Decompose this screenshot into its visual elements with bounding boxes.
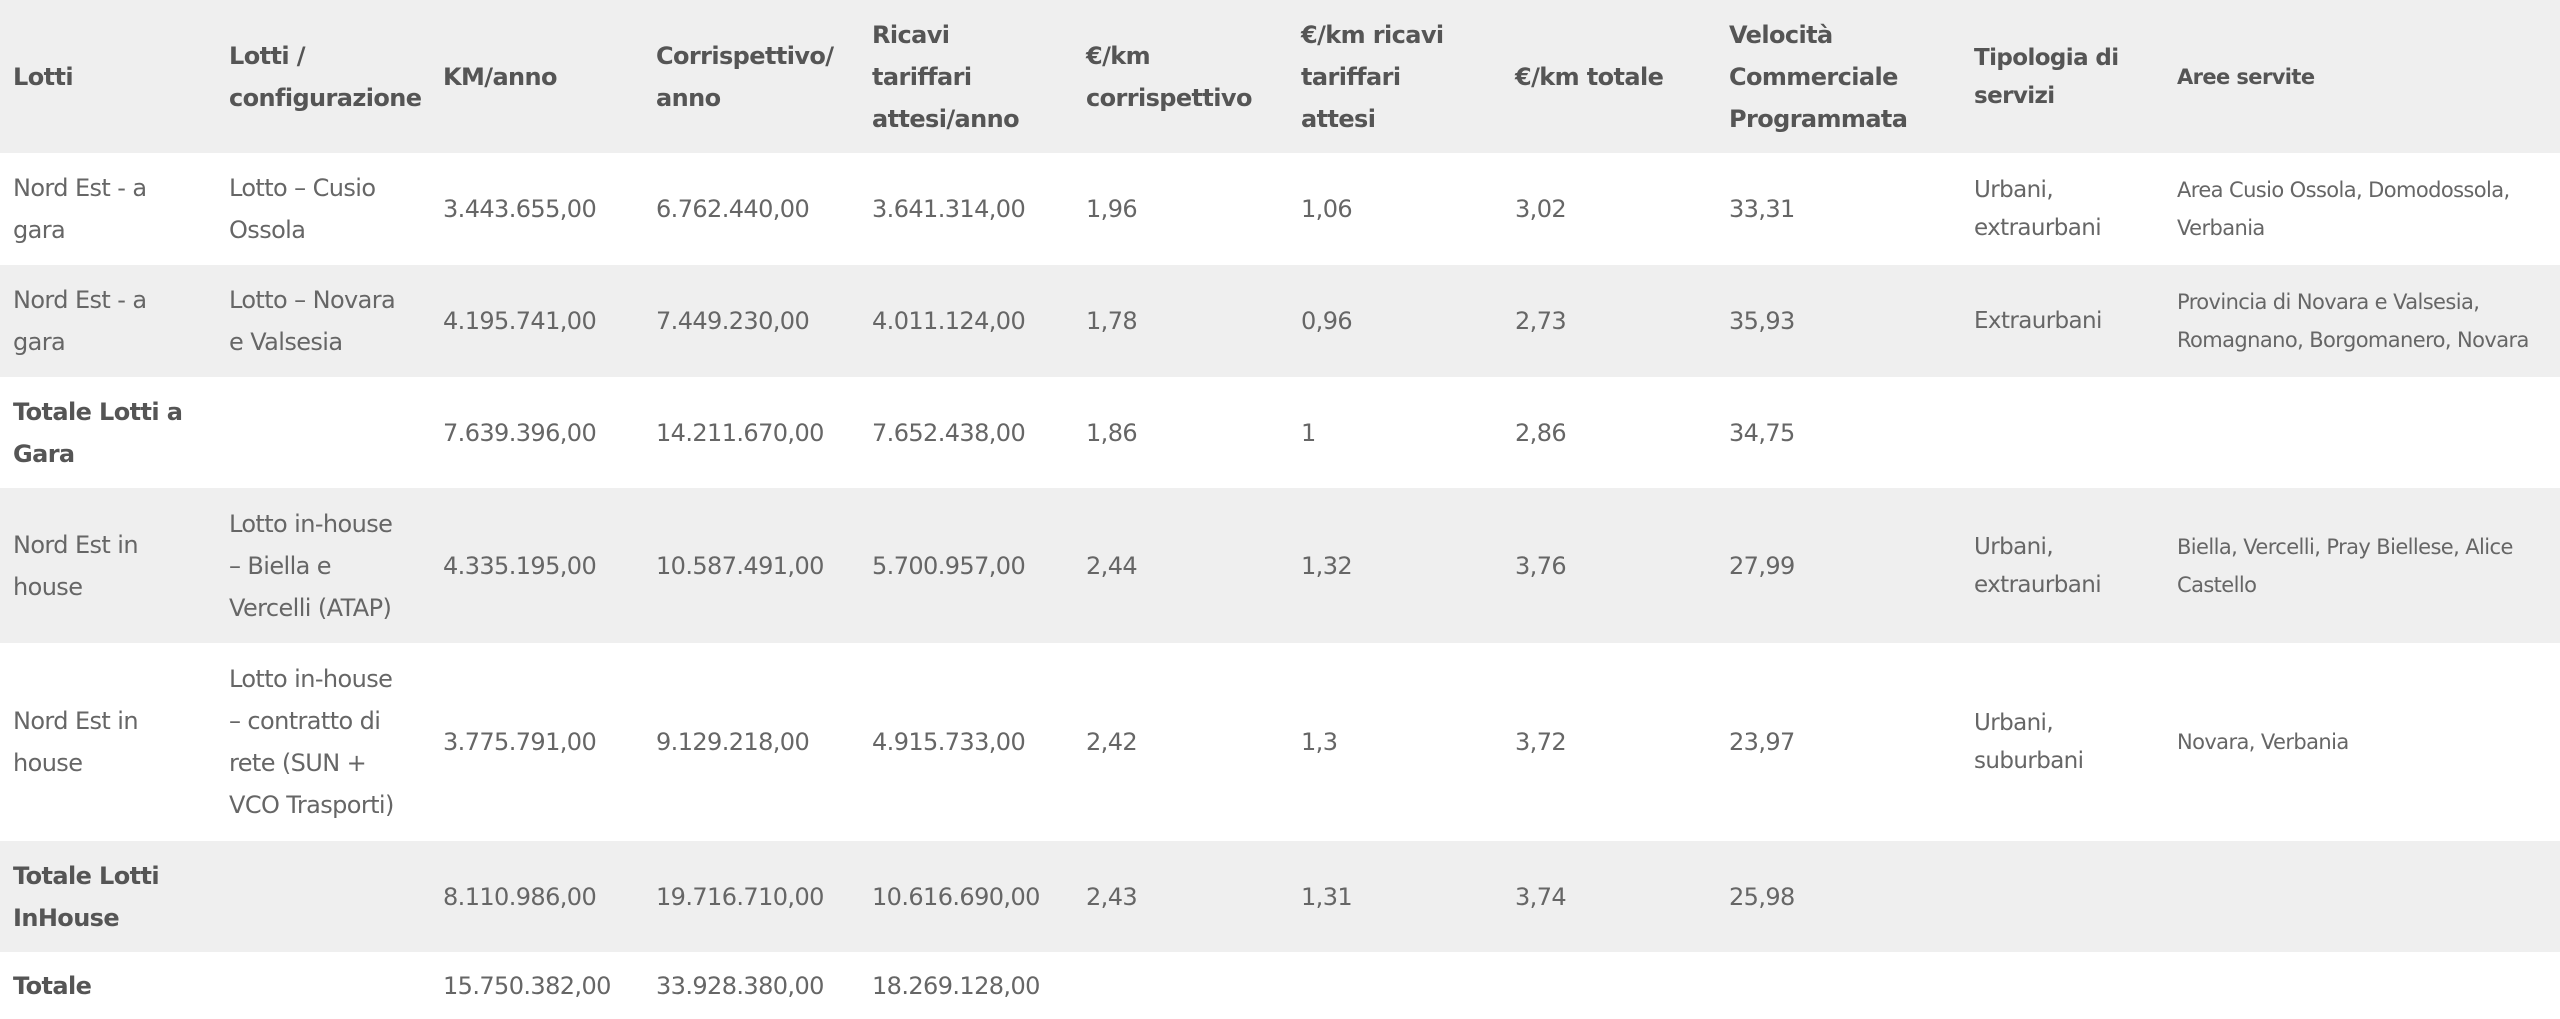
- header-cell: Lotti: [13, 62, 74, 91]
- table-cell: 7.652.438,00: [872, 418, 1026, 447]
- table-cell: Biella, Vercelli, Pray Biellese, Alice C…: [2177, 534, 2513, 597]
- table-cell: 9.129.218,00: [656, 728, 810, 756]
- table-cell: 1,31: [1301, 882, 1353, 911]
- table-cell: 34,75: [1729, 418, 1795, 447]
- table-cell: [1073, 952, 1288, 1019]
- table-cell: Totale Lotti InHouse: [13, 861, 160, 932]
- table-cell: Nord Est in house: [13, 707, 139, 777]
- table-cell: 18.269.128,00: [872, 971, 1040, 1000]
- table-cell: Nord Est - a gara: [13, 174, 147, 244]
- table-cell: Lotto in-house – contratto di rete (SUN …: [229, 665, 394, 819]
- table-cell: 4.335.195,00: [443, 551, 597, 580]
- table-cell: 14.211.670,00: [656, 418, 824, 447]
- table-cell: 2,86: [1515, 418, 1567, 447]
- header-cell: Ricavi tariffari attesi/anno: [872, 20, 1020, 133]
- table-cell: [1961, 952, 2164, 1019]
- table-cell: Lotto – Novara e Valsesia: [229, 286, 396, 356]
- table-cell: [1288, 952, 1502, 1019]
- table-cell: Totale Lotti a Gara: [13, 397, 183, 468]
- table-row: Nord Est in house Lotto in-house – Biella…: [0, 488, 2560, 643]
- table-cell: 3,74: [1515, 882, 1567, 911]
- header-cell: Velocità Commerciale Programmata: [1729, 20, 1908, 133]
- table-cell: 3,72: [1515, 728, 1567, 756]
- table-cell: 1,86: [1086, 418, 1138, 447]
- table-cell: 0,96: [1301, 307, 1353, 335]
- table-cell: Nord Est - a gara: [13, 286, 147, 356]
- table-cell: Provincia di Novara e Valsesia, Romagnan…: [2177, 290, 2529, 352]
- table-cell: [216, 377, 430, 488]
- table-cell: 10.587.491,00: [656, 551, 824, 580]
- table-cell: 6.762.440,00: [656, 195, 810, 223]
- table-cell: 19.716.710,00: [656, 882, 824, 911]
- header-cell: KM/anno: [443, 62, 558, 91]
- table-cell: Lotto – Cusio Ossola: [229, 174, 376, 244]
- table-cell: 23,97: [1729, 728, 1795, 756]
- header-cell: Corrispettivo/ anno: [656, 41, 834, 112]
- table-cell: 1,96: [1086, 195, 1138, 223]
- table-cell: Totale: [13, 971, 92, 1000]
- header-row: Lotti Lotti / configurazione KM/anno Corris…: [0, 0, 2560, 153]
- table-cell: 3.775.791,00: [443, 728, 597, 756]
- header-cell: Lotti / configurazione: [229, 41, 422, 112]
- table-cell: 1,3: [1301, 728, 1338, 756]
- table-cell: Lotto in-house – Biella e Vercelli (ATAP…: [229, 509, 393, 622]
- table-row: Totale Lotti a Gara 7.639.396,00 14.211.67…: [0, 377, 2560, 488]
- table-cell: Urbani, extraurbani: [1974, 533, 2102, 598]
- table-cell: [2164, 841, 2560, 952]
- table-cell: [216, 952, 430, 1019]
- table-cell: 7.449.230,00: [656, 307, 810, 335]
- header-cell: €/km corrispettivo: [1086, 41, 1252, 112]
- table-cell: 2,44: [1086, 551, 1138, 580]
- header-cell: Tipologia di servizi: [1974, 44, 2119, 109]
- table-cell: [2164, 377, 2560, 488]
- table-cell: [1716, 952, 1961, 1019]
- table-cell: Urbani, extraurbani: [1974, 177, 2102, 241]
- table-row: Totale 15.750.382,00 33.928.380,00 18.269.1…: [0, 952, 2560, 1019]
- header-cell: Aree servite: [2177, 64, 2315, 89]
- table-cell: 4.195.741,00: [443, 307, 597, 335]
- table-cell: 2,42: [1086, 728, 1138, 756]
- table-cell: 33.928.380,00: [656, 971, 824, 1000]
- table-cell: 1,78: [1086, 307, 1138, 335]
- table-cell: [1502, 952, 1716, 1019]
- table-row: Nord Est - a gara Lotto – Novara e Valses…: [0, 265, 2560, 377]
- table-row: Nord Est in house Lotto in-house – contra…: [0, 643, 2560, 841]
- table-cell: [2164, 952, 2560, 1019]
- table-cell: 7.639.396,00: [443, 418, 597, 447]
- table-cell: 4.915.733,00: [872, 728, 1026, 756]
- table-cell: 4.011.124,00: [872, 307, 1026, 335]
- table-cell: Extraurbani: [1974, 308, 2102, 334]
- table-cell: 3,76: [1515, 551, 1567, 580]
- table-cell: 3,02: [1515, 195, 1567, 223]
- table-cell: Area Cusio Ossola, Domodossola, Verbania: [2177, 178, 2510, 240]
- table-cell: [1961, 377, 2164, 488]
- table-row: Nord Est - a gara Lotto – Cusio Ossola 3.4…: [0, 153, 2560, 265]
- table-cell: [216, 841, 430, 952]
- table-cell: Novara, Verbania: [2177, 730, 2349, 754]
- table-cell: 1: [1301, 418, 1316, 447]
- table-cell: 2,73: [1515, 307, 1567, 335]
- table-cell: 2,43: [1086, 882, 1138, 911]
- table-cell: 10.616.690,00: [872, 882, 1040, 911]
- table-cell: Nord Est in house: [13, 530, 139, 601]
- table-cell: 27,99: [1729, 551, 1795, 580]
- table-cell: 15.750.382,00: [443, 971, 611, 1000]
- table-cell: 25,98: [1729, 882, 1795, 911]
- table-cell: 35,93: [1729, 307, 1795, 335]
- table-row: Totale Lotti InHouse 8.110.986,00 19.716.7…: [0, 841, 2560, 952]
- table-cell: 1,32: [1301, 551, 1353, 580]
- table-cell: [1961, 841, 2164, 952]
- table-cell: Urbani, suburbani: [1974, 710, 2084, 774]
- table-cell: 3.641.314,00: [872, 195, 1026, 223]
- table-cell: 1,06: [1301, 195, 1353, 223]
- header-cell: €/km ricavi tariffari attesi: [1301, 20, 1444, 133]
- table-cell: 33,31: [1729, 195, 1795, 223]
- table-cell: 5.700.957,00: [872, 551, 1026, 580]
- table-cell: 8.110.986,00: [443, 882, 597, 911]
- header-cell: €/km totale: [1515, 62, 1664, 91]
- table-cell: 3.443.655,00: [443, 195, 597, 223]
